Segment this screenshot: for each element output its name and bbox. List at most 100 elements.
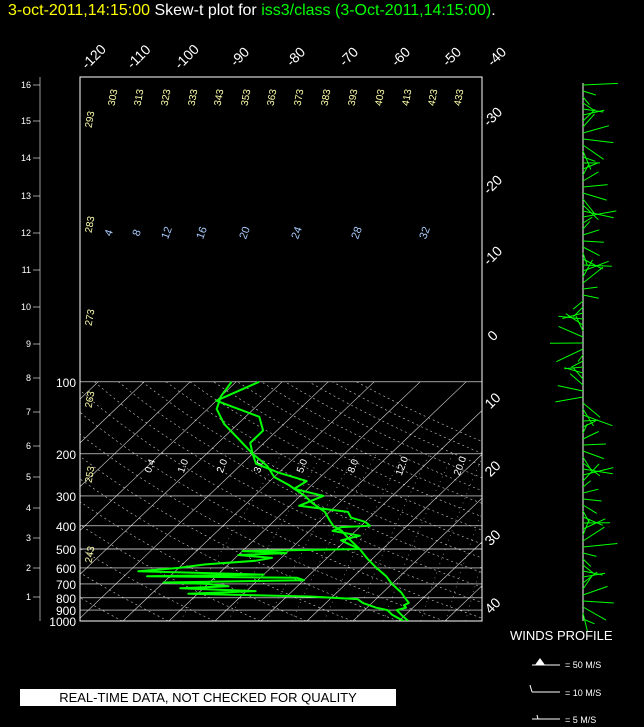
dry-adiabat-line — [94, 381, 482, 588]
mixing-ratio-label: 16 — [194, 225, 209, 241]
pressure-tick-label: 600 — [56, 562, 76, 576]
wind-barb — [582, 125, 610, 134]
theta-label: 423 — [427, 88, 441, 107]
wind-barb — [582, 102, 595, 112]
pressure-tick-label: 200 — [56, 448, 76, 462]
theta-label: 263 — [84, 390, 98, 409]
theta-label: 283 — [84, 215, 98, 234]
wind-barb — [582, 518, 590, 536]
wind-barb — [582, 216, 593, 224]
wind-barb — [572, 300, 584, 310]
wind-barb — [582, 606, 607, 621]
mixing-ratio-label: 28 — [349, 225, 364, 241]
wind-barb — [582, 450, 604, 460]
wind-barb — [582, 612, 588, 632]
wind-barb — [575, 315, 584, 332]
pressure-tick-label: 800 — [56, 592, 76, 606]
height-km-label: 1 — [26, 592, 31, 602]
mixing-ratio-lower-label: 2.0 — [215, 457, 230, 474]
isotherm-line — [80, 381, 283, 575]
right-temperature-label: 20 — [481, 457, 503, 479]
isotherm-line — [491, 382, 644, 621]
theta-label: 343 — [213, 88, 227, 107]
isotherm-line — [80, 381, 237, 531]
right-temperature-label: 0 — [484, 327, 501, 344]
wind-barb — [582, 572, 606, 578]
wind-barb — [582, 210, 617, 218]
dry-adiabat-line — [118, 381, 482, 573]
mixing-ratio-lower-label: 5.0 — [295, 457, 310, 474]
theta-label: 333 — [187, 88, 201, 107]
isotherm-line — [583, 382, 644, 621]
wind-legend-50: = 50 M/S — [565, 660, 602, 670]
wind-profile — [529, 82, 618, 720]
wind-barb — [582, 571, 598, 584]
isotherm-line — [0, 382, 6, 621]
wind-barb — [582, 252, 588, 266]
isotherm-line — [80, 381, 191, 488]
isotherm-grid — [0, 381, 644, 621]
theta-label: 363 — [266, 88, 280, 107]
theta-label: 313 — [133, 88, 147, 107]
wind-barb — [573, 367, 584, 380]
top-temperature-label: -50 — [439, 44, 465, 70]
theta-label: 403 — [374, 88, 388, 107]
wind-barb — [582, 504, 598, 514]
mixing-ratio-label: 20 — [237, 225, 252, 241]
wind-barb — [582, 109, 605, 116]
wind-barb — [582, 419, 598, 422]
isotherm-line — [306, 453, 482, 621]
wind-barb — [582, 488, 599, 494]
wind-barb — [558, 325, 584, 338]
wind-barb — [582, 564, 594, 574]
wind-barb — [570, 360, 584, 368]
dry-adiabat-line — [80, 548, 215, 621]
isotherm-line — [80, 381, 99, 400]
theta-label: 273 — [84, 308, 98, 327]
pressure-tick-label: 300 — [56, 490, 76, 504]
mixing-ratio-lower-label: 8.0 — [346, 457, 361, 474]
top-temperature-label: -70 — [336, 44, 362, 70]
height-km-label: 7 — [26, 407, 31, 417]
title-dot: . — [491, 2, 496, 19]
pressure-tick-label: 500 — [56, 543, 76, 557]
dry-adiabat-line — [80, 597, 123, 621]
mixing-ratio-line — [383, 453, 454, 621]
wind-barb — [582, 184, 608, 188]
wind-legend-pennant — [535, 658, 545, 665]
plot-title: 3-oct-2011,14:15:00 Skew-t plot for iss3… — [8, 2, 496, 20]
dry-adiabat-line — [80, 501, 307, 621]
wind-barb — [582, 443, 606, 446]
wind-barb — [582, 558, 592, 567]
isotherm-line — [398, 541, 482, 621]
sounding-series — [137, 380, 410, 621]
wind-barb — [582, 192, 607, 201]
wind-barb — [582, 96, 590, 106]
wind-legend-10: = 10 M/S — [565, 688, 602, 698]
wind-barb — [582, 480, 591, 488]
wind-barb — [582, 543, 618, 548]
isotherm-line — [260, 410, 482, 621]
right-temperature-label: -20 — [480, 172, 506, 198]
mixing-ratio-label: 12 — [159, 225, 174, 241]
wind-barb — [582, 294, 599, 299]
wind-barb — [582, 221, 591, 230]
theta-label: 293 — [84, 110, 98, 129]
title-station: iss3/class (3-Oct-2011,14:15:00) — [261, 2, 492, 19]
wind-barb — [582, 462, 601, 477]
height-km-label: 10 — [21, 302, 31, 312]
isotherm-line — [352, 497, 482, 621]
mixing-ratio-label: 32 — [417, 225, 432, 241]
mixing-ratio-label: 8 — [130, 228, 143, 238]
height-km-label: 6 — [26, 441, 31, 451]
wind-barb — [582, 518, 606, 530]
isotherm-line — [80, 381, 329, 619]
mixing-ratio-line — [420, 457, 482, 621]
right-temperature-label: -10 — [480, 243, 506, 269]
height-km-label: 2 — [26, 563, 31, 573]
wind-legend-full-barb — [529, 684, 533, 693]
isotherm-line — [80, 381, 145, 444]
wind-barb — [556, 348, 584, 363]
pressure-tick-label: 400 — [56, 520, 76, 534]
